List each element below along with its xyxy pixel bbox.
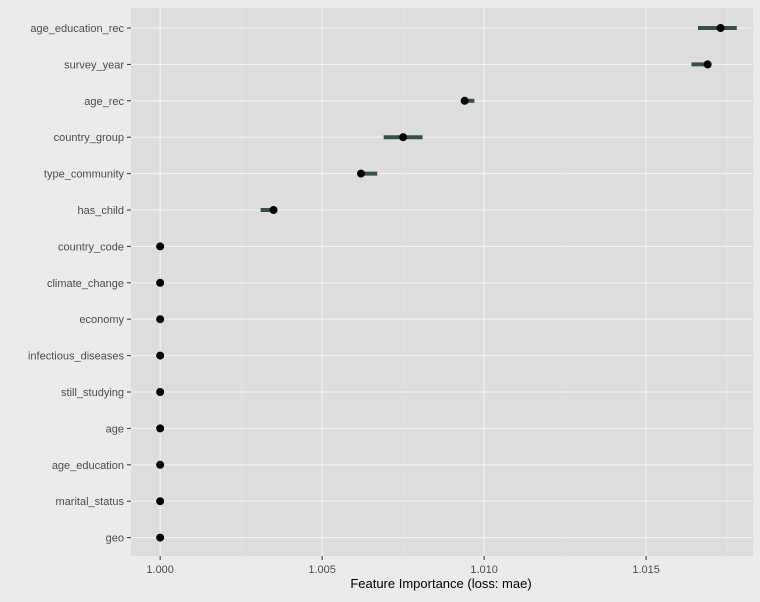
x-tick-label: 1.000	[146, 564, 174, 576]
y-tick-label: climate_change	[47, 278, 124, 290]
importance-point	[156, 278, 165, 287]
y-tick-label: marital_status	[56, 496, 125, 508]
y-tick-label: infectious_diseases	[28, 351, 125, 363]
y-tick-label: age	[106, 423, 124, 435]
y-tick-label: still_studying	[61, 387, 124, 399]
x-axis: 1.000 1.005 1.010 1.015	[146, 556, 660, 576]
plot-panel	[131, 8, 753, 556]
y-tick-label: age_education_rec	[30, 23, 124, 35]
y-tick-label: country_code	[58, 241, 124, 253]
x-tick-label: 1.015	[632, 564, 660, 576]
importance-point	[269, 206, 278, 214]
importance-point	[716, 24, 725, 32]
y-tick-label: age_education	[52, 460, 124, 472]
y-tick-label: survey_year	[64, 59, 124, 71]
importance-point	[156, 533, 165, 542]
grid-layer	[131, 8, 753, 556]
x-tick-label: 1.005	[308, 564, 336, 576]
y-tick-label: country_group	[54, 132, 124, 144]
x-axis-title: Feature Importance (loss: mae)	[350, 576, 531, 591]
importance-point	[156, 351, 165, 360]
y-tick-label: economy	[79, 314, 124, 326]
importance-point	[357, 169, 366, 178]
importance-point	[460, 96, 469, 105]
x-tick-label: 1.010	[470, 564, 498, 576]
y-tick-label: type_community	[44, 169, 125, 181]
importance-point	[156, 388, 165, 396]
importance-point	[156, 315, 165, 324]
importance-point	[156, 424, 165, 433]
importance-point	[156, 460, 165, 469]
point-layer	[156, 24, 725, 542]
importance-point	[156, 242, 165, 251]
importance-point	[399, 133, 408, 142]
importance-point	[156, 497, 165, 506]
y-tick-label: has_child	[78, 205, 124, 217]
y-tick-label: age_rec	[84, 96, 124, 108]
y-tick-label: geo	[106, 533, 124, 545]
y-axis: age_education_rec survey_year age_reccount…	[28, 23, 131, 545]
importance-point	[703, 60, 712, 69]
